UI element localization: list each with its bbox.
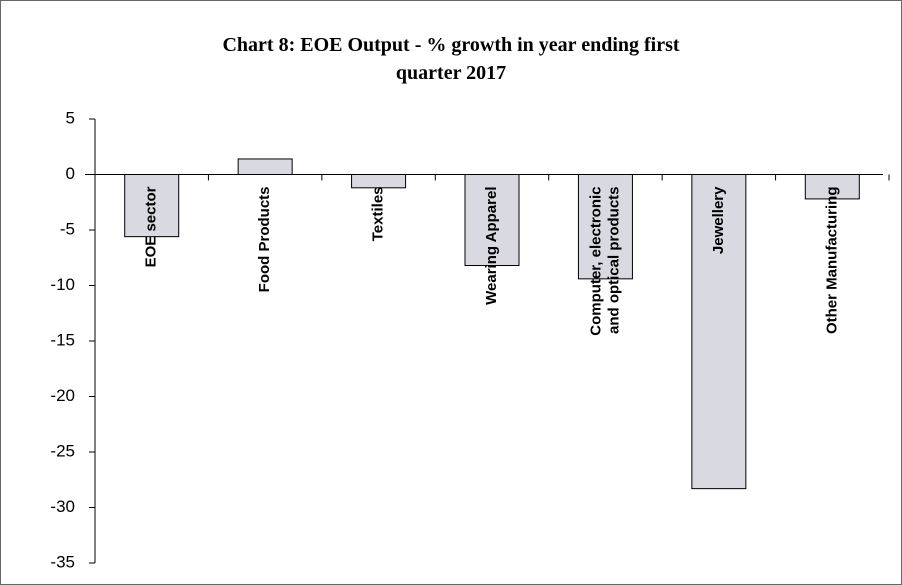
bar	[464, 174, 520, 267]
x-tick-label-line: Computer, electronic	[587, 187, 604, 336]
x-tick-label: Wearing Apparel	[483, 187, 500, 305]
x-tick-label: Other Manufacturing	[823, 187, 840, 335]
y-tick-label: -20	[50, 386, 75, 405]
y-tick-label: -5	[60, 219, 75, 238]
y-tick-label: -10	[50, 275, 75, 294]
bar	[804, 174, 860, 200]
bar	[237, 158, 293, 176]
y-tick-label: -35	[50, 552, 75, 571]
y-tick-label: -15	[50, 330, 75, 349]
x-tick-label: Textiles	[370, 187, 387, 242]
x-tick-label: Jewellery	[710, 186, 727, 254]
bar	[691, 174, 747, 490]
y-tick-label: 0	[66, 164, 75, 183]
y-tick-label: 5	[66, 108, 75, 127]
chart-title: Chart 8: EOE Output - % growth in year e…	[222, 34, 680, 84]
x-tick-label: EOE sector	[143, 186, 160, 267]
bar	[351, 174, 407, 189]
y-tick-label: -25	[50, 441, 75, 460]
y-tick-label: -30	[50, 497, 75, 516]
x-tick-label-line: and optical products	[605, 187, 622, 335]
x-tick-label: Food Products	[256, 187, 273, 293]
x-tick-label: Computer, electronicand optical products	[587, 187, 622, 336]
bar	[124, 174, 180, 238]
bar	[577, 174, 633, 280]
